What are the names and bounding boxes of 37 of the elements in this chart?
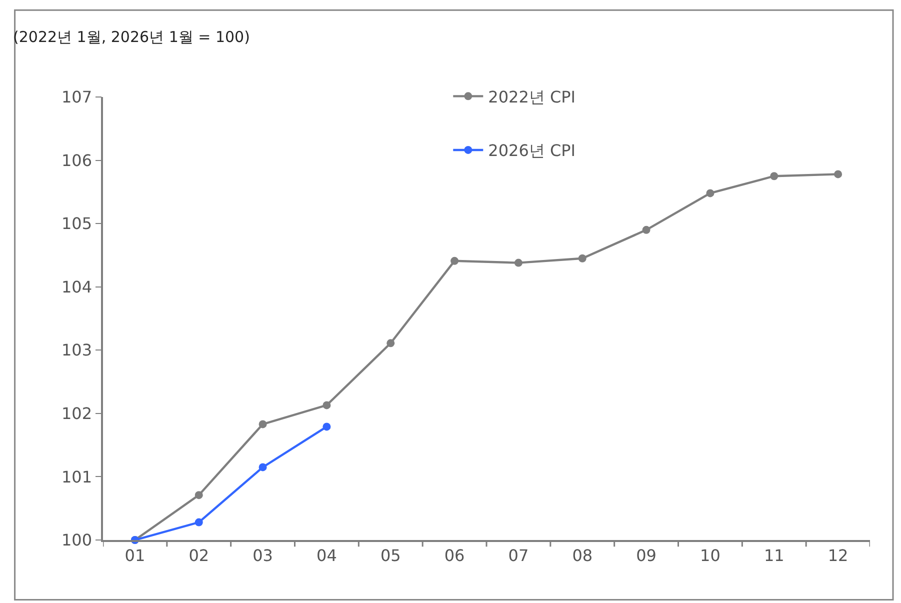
- x-tick-label: 01: [124, 546, 146, 565]
- point: [194, 518, 203, 526]
- point: [642, 226, 650, 234]
- text: (2022년 1월, 2026년 1월 = 100): [13, 28, 250, 46]
- point: [450, 256, 459, 265]
- y-tick-label: 101: [62, 467, 92, 486]
- y-tick-label: 100: [62, 530, 92, 550]
- point: [514, 258, 522, 267]
- x-tick-label: 11: [764, 546, 784, 565]
- y-tick-label: 106: [62, 150, 92, 170]
- x-tick-label: 05: [380, 546, 401, 565]
- x-tick-label: 09: [636, 546, 656, 565]
- point: [258, 420, 267, 428]
- x-tick-label: 07: [508, 546, 529, 565]
- y-tick-label: 107: [62, 88, 92, 107]
- x-tick-label: 02: [188, 546, 210, 565]
- legend-label: 2022년 CPI: [488, 87, 576, 106]
- point: [322, 401, 331, 410]
- y-tick-label: 102: [62, 404, 92, 424]
- y-tick-label: 103: [62, 340, 92, 360]
- point: [706, 189, 714, 198]
- x-tick-label: 04: [316, 546, 337, 565]
- point: [322, 422, 331, 431]
- x-tick-label: 12: [828, 546, 848, 565]
- point: [578, 254, 586, 262]
- point: [258, 463, 267, 472]
- point: [386, 339, 395, 348]
- point: [834, 170, 842, 178]
- point: [194, 491, 203, 500]
- y-tick-label: 104: [62, 277, 92, 296]
- legend-label: 2026년 CPI: [488, 141, 576, 160]
- point: [770, 172, 778, 180]
- x-tick-label: 10: [700, 546, 720, 565]
- x-tick-label: 08: [572, 546, 593, 565]
- y-tick-label: 105: [62, 214, 92, 234]
- x-tick-label: 06: [444, 546, 465, 565]
- x-tick-label: 03: [252, 546, 273, 565]
